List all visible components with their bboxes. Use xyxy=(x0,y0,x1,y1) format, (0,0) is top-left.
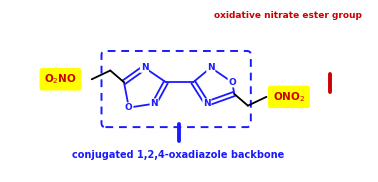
Text: N: N xyxy=(207,63,215,72)
Text: ONO$_2$: ONO$_2$ xyxy=(273,90,305,104)
Text: N: N xyxy=(150,99,158,108)
Text: conjugated 1,2,4-oxadiazole backbone: conjugated 1,2,4-oxadiazole backbone xyxy=(73,150,285,160)
Text: O: O xyxy=(228,78,236,87)
Text: oxidative nitrate ester group: oxidative nitrate ester group xyxy=(214,11,362,20)
Text: N: N xyxy=(203,99,211,108)
Text: O$_2$NO: O$_2$NO xyxy=(44,72,77,86)
Text: O: O xyxy=(125,103,133,112)
FancyBboxPatch shape xyxy=(40,68,82,90)
FancyBboxPatch shape xyxy=(268,86,310,108)
Text: N: N xyxy=(141,63,148,72)
